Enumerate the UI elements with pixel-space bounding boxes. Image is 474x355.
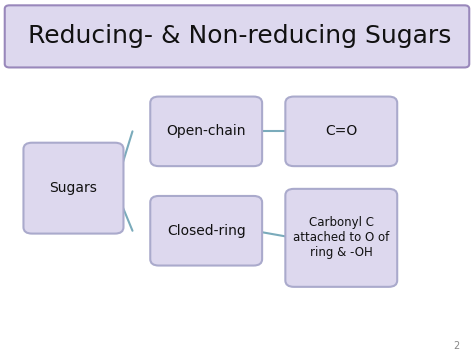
Text: 2: 2 <box>454 342 460 351</box>
FancyBboxPatch shape <box>285 189 397 287</box>
Text: Open-chain: Open-chain <box>166 124 246 138</box>
Text: C=O: C=O <box>325 124 357 138</box>
Text: Reducing- & Non-reducing Sugars: Reducing- & Non-reducing Sugars <box>28 24 452 48</box>
FancyBboxPatch shape <box>5 5 469 67</box>
Text: Carbonyl C
attached to O of
ring & -OH: Carbonyl C attached to O of ring & -OH <box>293 216 390 260</box>
FancyBboxPatch shape <box>23 143 123 234</box>
FancyBboxPatch shape <box>150 196 262 266</box>
FancyBboxPatch shape <box>285 97 397 166</box>
Text: Sugars: Sugars <box>49 181 98 195</box>
FancyBboxPatch shape <box>150 97 262 166</box>
Text: Closed-ring: Closed-ring <box>167 224 246 238</box>
